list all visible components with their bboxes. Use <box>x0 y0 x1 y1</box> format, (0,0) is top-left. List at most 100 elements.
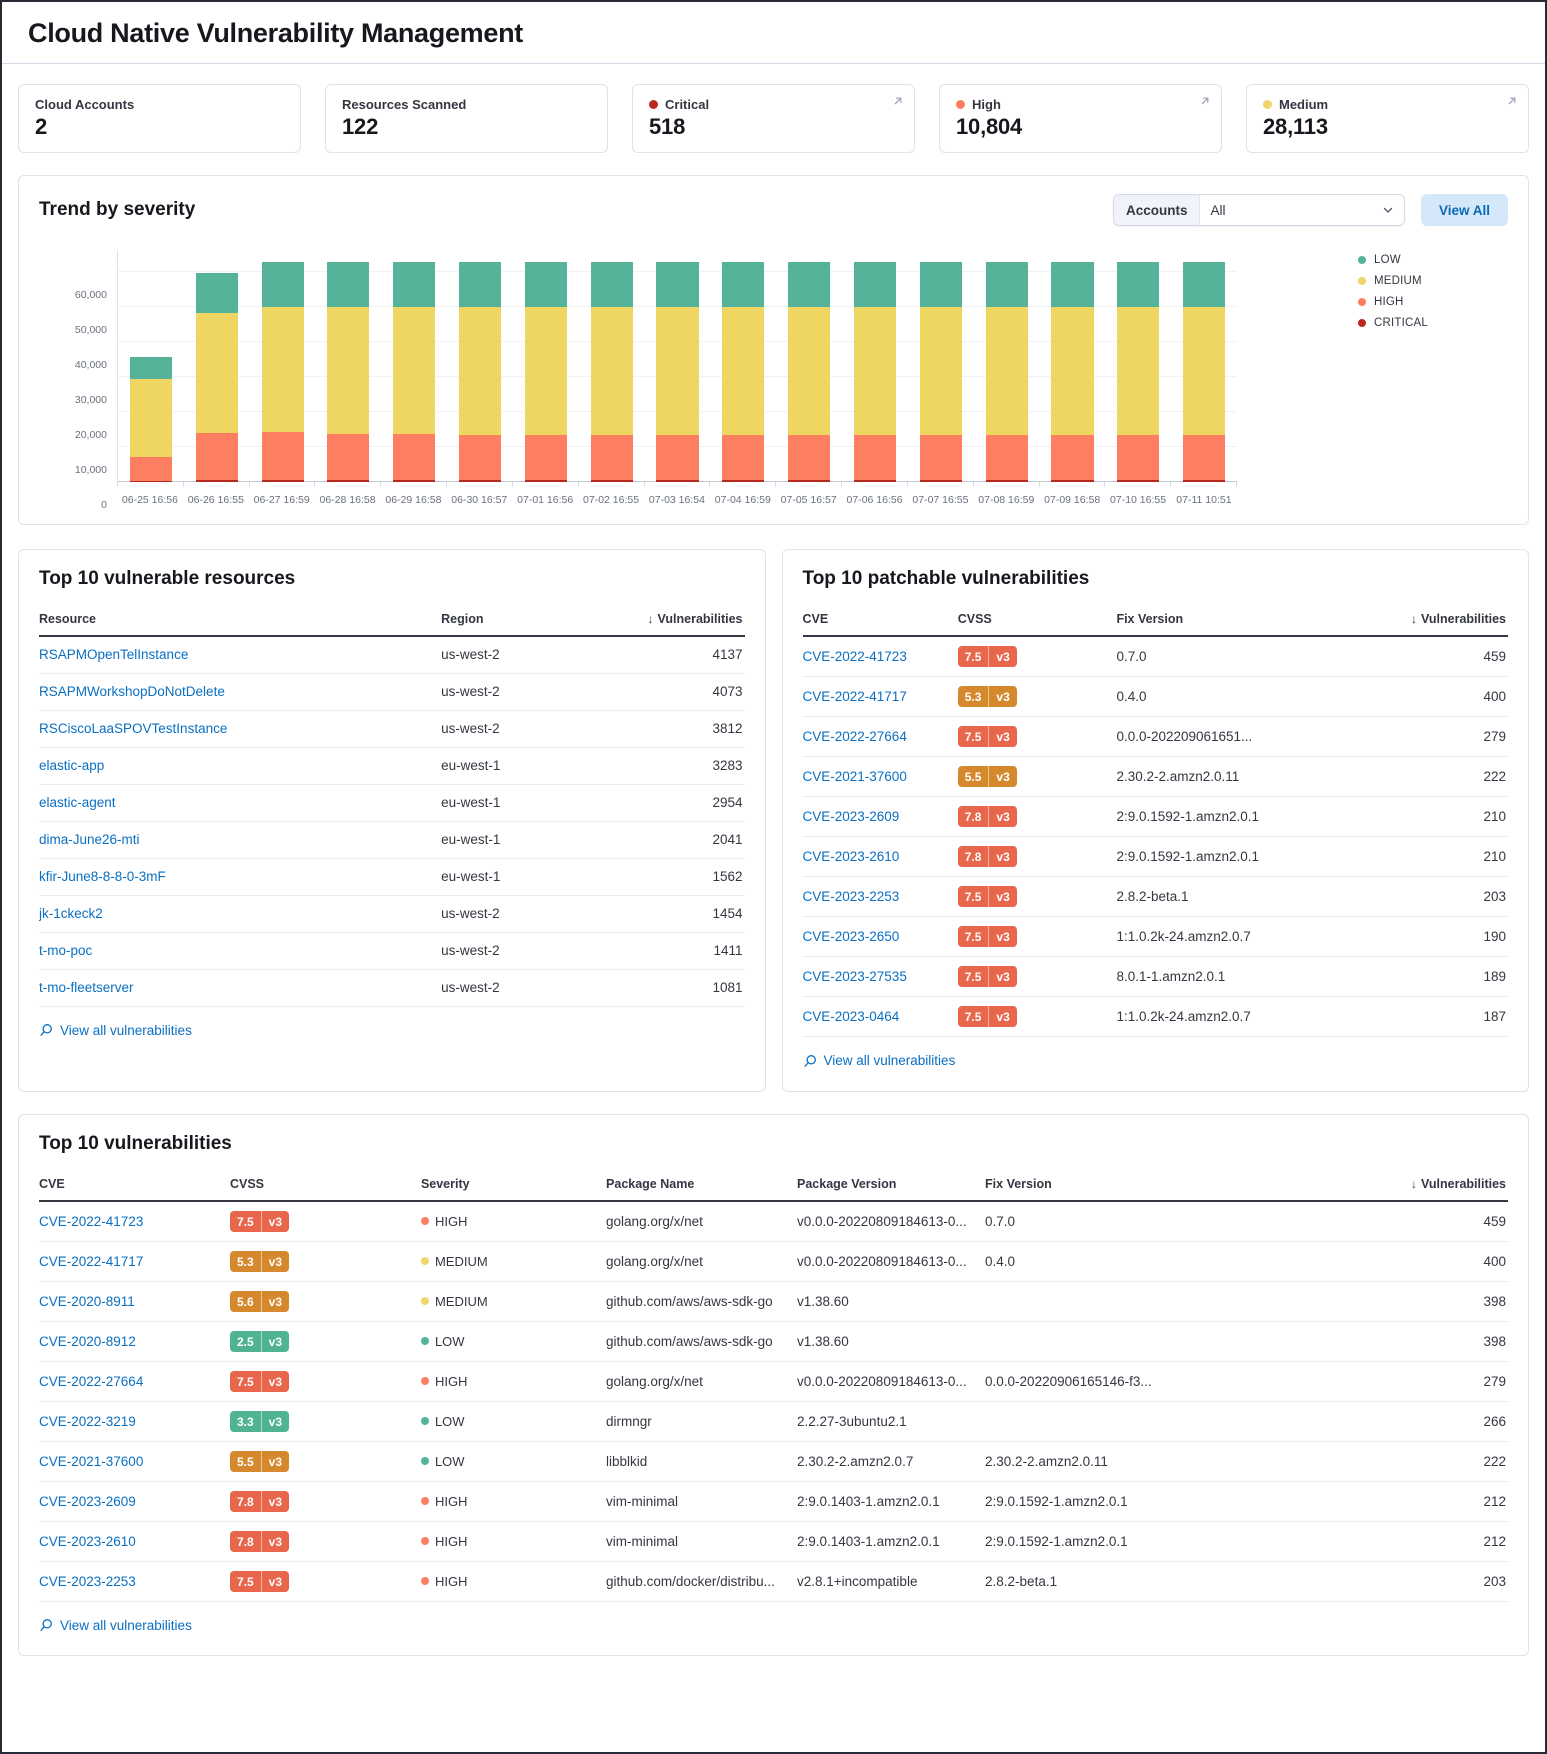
table-header-cell[interactable]: Severity <box>420 1170 607 1202</box>
table-row: CVE-2022-27664 7.5 v3 HIGH golang.org/x/net v… <box>39 1361 1508 1402</box>
resource-link[interactable]: t-mo-fleetserver <box>39 980 134 995</box>
table-cell: 0.4.0 <box>985 1241 1347 1282</box>
accounts-select[interactable]: Accounts All <box>1112 194 1405 226</box>
resource-link[interactable]: RSAPMWorkshopDoNotDelete <box>39 684 225 699</box>
table-cell: 0.4.0 <box>1116 676 1378 717</box>
x-axis-tick <box>314 482 380 487</box>
cve-link[interactable]: CVE-2022-41717 <box>802 689 907 704</box>
table-header-cell[interactable]: ↓ Vulnerabilities <box>1346 1170 1508 1202</box>
table-cell: vim-minimal <box>606 1521 797 1562</box>
cve-link[interactable]: CVE-2021-37600 <box>39 1453 144 1469</box>
cve-link[interactable]: CVE-2021-37600 <box>802 769 907 784</box>
table-header-cell[interactable]: Fix Version <box>1116 606 1378 637</box>
cvss-version: v3 <box>988 726 1016 747</box>
view-all-vulnerabilities-link[interactable]: View all vulnerabilities <box>803 1053 955 1068</box>
bar-segment-low <box>129 357 172 380</box>
resource-link[interactable]: RSCiscoLaaSPOVTestInstance <box>39 721 228 736</box>
table-header-cell[interactable]: Package Version <box>797 1170 986 1202</box>
top-vulnerabilities-panel: Top 10 vulnerabilities CVE CVSS Severity Pa… <box>18 1113 1529 1656</box>
cve-link[interactable]: CVE-2023-2253 <box>39 1573 136 1589</box>
legend-item[interactable]: HIGH <box>1358 296 1508 308</box>
table-header-cell[interactable]: ↓ Vulnerabilities <box>610 606 745 637</box>
table-cell: us-west-2 <box>441 636 611 674</box>
table-header-cell[interactable]: Region <box>441 606 611 637</box>
legend-item[interactable]: MEDIUM <box>1358 275 1508 287</box>
cve-link[interactable]: CVE-2023-2650 <box>802 929 900 944</box>
table-header-cell[interactable]: CVE <box>802 606 958 637</box>
resource-link[interactable]: elastic-agent <box>39 795 116 810</box>
table-cell: 3812 <box>610 710 745 748</box>
title-divider <box>2 63 1545 64</box>
x-axis-label: 06-25 16:56 <box>121 494 178 506</box>
cve-link[interactable]: CVE-2022-41723 <box>802 649 907 664</box>
resource-link[interactable]: kfir-June8-8-8-0-3mF <box>39 869 166 884</box>
view-all-vulnerabilities-link[interactable]: View all vulnerabilities <box>39 1023 192 1038</box>
table-header-cell[interactable]: Package Name <box>606 1170 797 1202</box>
bar-segment-high <box>327 434 370 481</box>
x-axis-label: 07-02 16:55 <box>583 494 640 506</box>
cve-link[interactable]: CVE-2023-2609 <box>802 809 900 824</box>
chart-x-ticks <box>117 482 1238 487</box>
table-cell: 4137 <box>610 636 745 674</box>
table-row: CVE-2022-3219 3.3 v3 LOW dirmngr 2.2.27-3ubun… <box>39 1401 1508 1442</box>
bar-segment-medium <box>853 306 897 436</box>
table-cell: 7.5 v3 <box>957 956 1117 997</box>
bar-segment-high <box>458 434 502 481</box>
table-cell: CVE-2023-2253 <box>39 1561 230 1602</box>
resource-link[interactable]: RSAPMOpenTelInstance <box>39 647 189 663</box>
cve-link[interactable]: CVE-2022-27664 <box>802 729 907 744</box>
table-cell: 5.5 v3 <box>229 1441 421 1482</box>
cvss-score: 7.5 <box>964 890 982 904</box>
cve-link[interactable]: CVE-2022-3219 <box>39 1413 136 1429</box>
table-header-cell[interactable]: Resource <box>39 606 442 637</box>
table-cell: 203 <box>1377 876 1508 917</box>
legend-item[interactable]: LOW <box>1358 254 1508 266</box>
resource-link[interactable]: dima-June26-mti <box>39 832 140 847</box>
resource-link[interactable]: jk-1ckeck2 <box>39 906 103 921</box>
cve-link[interactable]: CVE-2020-8911 <box>39 1293 135 1309</box>
cve-link[interactable]: CVE-2023-2253 <box>802 889 900 904</box>
top-vulnerabilities-table: CVE CVSS Severity Package Name Package Versi… <box>39 1170 1508 1602</box>
table-cell: 398 <box>1346 1281 1508 1322</box>
cve-link[interactable]: CVE-2022-41717 <box>39 1253 144 1269</box>
table-cell: 7.5 v3 <box>229 1561 421 1602</box>
legend-item[interactable]: CRITICAL <box>1358 317 1508 329</box>
table-row: CVE-2023-27535 7.5 v3 8.0.1-1.amzn2.0.1 189 <box>802 956 1508 997</box>
cve-link[interactable]: CVE-2023-2609 <box>39 1493 136 1509</box>
resource-link[interactable]: t-mo-poc <box>39 943 93 958</box>
table-cell: 2.8.2-beta.1 <box>985 1561 1347 1602</box>
bar-stack <box>919 261 962 482</box>
resource-link[interactable]: elastic-app <box>39 758 105 773</box>
bar-slot <box>184 250 250 482</box>
cve-link[interactable]: CVE-2022-27664 <box>39 1373 144 1389</box>
cve-link[interactable]: CVE-2023-2610 <box>39 1533 136 1549</box>
table-cell: 0.0.0-202209061651... <box>1116 716 1378 757</box>
cve-link[interactable]: CVE-2023-0464 <box>802 1009 900 1024</box>
table-cell: MEDIUM <box>420 1281 607 1322</box>
severity-label: MEDIUM <box>434 1293 488 1309</box>
view-all-vulnerabilities-link[interactable]: View all vulnerabilities <box>39 1618 192 1633</box>
table-cell: CVE-2023-27535 <box>802 956 958 997</box>
table-header-cell[interactable]: CVSS <box>957 606 1117 637</box>
table-cell: v0.0.0-20220809184613-0... <box>797 1241 986 1282</box>
cve-link[interactable]: CVE-2023-27535 <box>802 969 907 984</box>
table-cell: 203 <box>1346 1561 1508 1602</box>
table-cell: 266 <box>1346 1401 1508 1442</box>
bar-segment-medium <box>524 306 567 435</box>
expand-icon[interactable] <box>1506 94 1518 112</box>
table-header-cell[interactable]: Fix Version <box>985 1170 1347 1202</box>
chevron-down-icon <box>1382 204 1394 216</box>
view-all-button[interactable]: View All <box>1420 194 1508 226</box>
bar-stack <box>656 261 699 482</box>
bar-segment-medium <box>722 306 765 435</box>
cve-link[interactable]: CVE-2020-8912 <box>39 1333 136 1349</box>
cve-link[interactable]: CVE-2022-41723 <box>39 1213 144 1229</box>
cvss-version: v3 <box>988 686 1016 707</box>
expand-icon[interactable] <box>892 94 904 112</box>
expand-icon[interactable] <box>1199 94 1211 112</box>
cve-link[interactable]: CVE-2023-2610 <box>802 849 900 864</box>
table-header-cell[interactable]: ↓ Vulnerabilities <box>1377 606 1508 637</box>
table-header-cell[interactable]: CVE <box>39 1170 230 1202</box>
table-header-cell[interactable]: CVSS <box>229 1170 421 1202</box>
table-cell: CVE-2020-8912 <box>39 1321 230 1362</box>
